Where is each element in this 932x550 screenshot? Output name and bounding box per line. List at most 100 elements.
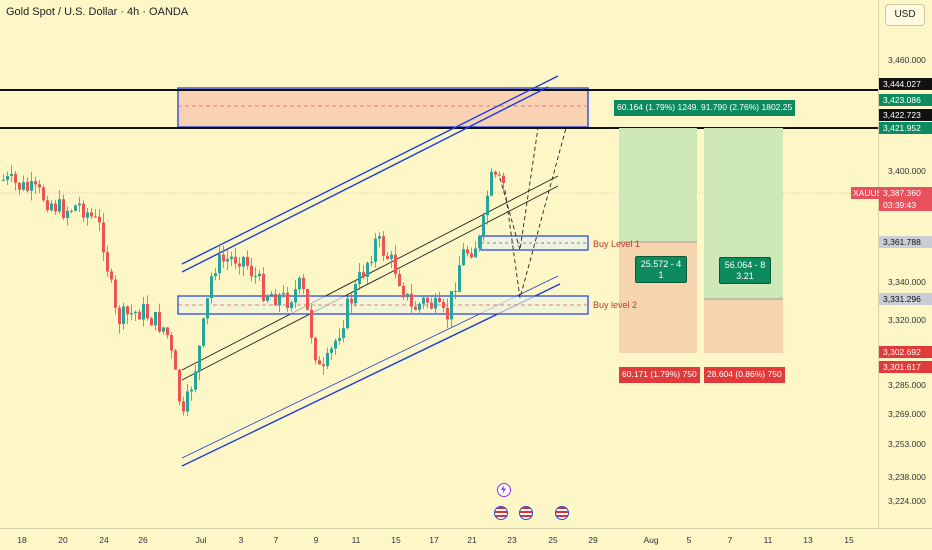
candle-body — [234, 256, 237, 264]
us-flag-icon[interactable] — [494, 506, 508, 520]
price-tick: 3,340.000 — [888, 277, 926, 287]
candle-body — [442, 302, 445, 308]
time-tick: 29 — [588, 535, 598, 545]
candle-body — [130, 313, 133, 315]
candle-body — [170, 335, 173, 351]
candle-body — [14, 173, 17, 183]
candles-group — [2, 165, 505, 416]
candle-body — [226, 259, 229, 262]
candle-body — [270, 294, 273, 296]
price-tick: 3,253.000 — [888, 439, 926, 449]
candle-body — [46, 200, 49, 211]
candle-body — [186, 391, 189, 412]
candle-body — [390, 254, 393, 259]
candle-body — [498, 174, 501, 176]
channel-upper-line-outer — [181, 75, 559, 265]
stop-1-tag: 3,302.692 — [879, 346, 932, 358]
candle-body — [310, 309, 313, 338]
candle-body — [98, 216, 101, 223]
candle-body — [218, 254, 221, 274]
position-2-loss-zone — [704, 299, 783, 353]
candle-body — [10, 173, 13, 176]
candle-body — [38, 184, 41, 188]
projection-path-1 — [499, 127, 539, 251]
candle-body — [478, 235, 481, 249]
time-tick: Jul — [195, 535, 207, 545]
us-flag-icon[interactable] — [519, 506, 533, 520]
time-tick: 21 — [467, 535, 477, 545]
candle-body — [134, 311, 137, 314]
time-tick: 7 — [727, 535, 733, 545]
candle-body — [42, 187, 45, 201]
symbol-tag: XAUUSD — [851, 187, 889, 199]
candle-body — [6, 175, 9, 180]
position-2-center-box[interactable]: 56.064 - 8 3.21 — [719, 257, 771, 284]
chart-area[interactable]: Gold Spot / U.S. Dollar · 4h · OANDA Buy… — [0, 0, 878, 528]
candle-body — [162, 327, 165, 332]
candle-body — [266, 295, 269, 301]
position-1-target-label: 60.164 (1.79%) 1249.97 — [614, 100, 712, 116]
candle-body — [30, 181, 33, 191]
us-flag-icon[interactable] — [555, 506, 569, 520]
candle-body — [330, 348, 333, 353]
candle-body — [166, 327, 169, 336]
time-tick: 11 — [351, 535, 361, 545]
channel-upper-line-inner — [181, 86, 549, 273]
current-price-tag: 3,387.360 — [879, 187, 932, 199]
candle-body — [458, 265, 461, 292]
candle-body — [286, 292, 289, 308]
position-2-target-label: 91.790 (2.76%) 1802.25 — [698, 100, 796, 116]
candle-body — [258, 273, 261, 277]
position-2-center-line1: 56.064 - 8 — [724, 260, 766, 270]
candle-body — [450, 291, 453, 320]
candle-body — [354, 284, 357, 304]
price-tag-upper-line: 3,422.723 — [879, 109, 932, 121]
candle-body — [494, 171, 497, 175]
candle-body — [214, 273, 217, 277]
candle-body — [74, 205, 77, 211]
currency-button[interactable]: USD — [885, 4, 925, 26]
time-tick: 20 — [58, 535, 68, 545]
position-2-stop-label: 28.604 (0.86%) 750 — [704, 367, 785, 383]
candle-body — [222, 254, 225, 262]
candle-body — [66, 210, 69, 218]
position-1-center-box[interactable]: 25.572 - 4 1 — [635, 256, 687, 283]
symbol-title: Gold Spot / U.S. Dollar · 4h · OANDA — [6, 6, 189, 18]
candle-body — [230, 256, 233, 260]
candle-body — [398, 274, 401, 287]
price-tick: 3,238.000 — [888, 472, 926, 482]
candle-body — [34, 181, 37, 185]
candle-body — [158, 311, 161, 332]
candle-body — [82, 203, 85, 218]
price-tag-top-line: 3,444.027 — [879, 78, 932, 90]
candle-body — [370, 261, 373, 263]
candle-body — [194, 371, 197, 390]
time-tick: 17 — [429, 535, 439, 545]
time-tick: 24 — [99, 535, 109, 545]
candle-body — [114, 279, 117, 308]
candle-body — [238, 263, 241, 267]
candle-body — [362, 272, 365, 277]
position-2-center-line2: 3.21 — [736, 271, 754, 281]
price-tick: 3,320.000 — [888, 315, 926, 325]
lightning-icon[interactable] — [497, 483, 511, 497]
candle-body — [462, 249, 465, 266]
candle-body — [502, 175, 505, 184]
candle-body — [78, 203, 81, 206]
candle-body — [122, 306, 125, 325]
price-tick: 3,400.000 — [888, 166, 926, 176]
resistance-zone — [177, 87, 589, 128]
candle-body — [338, 338, 341, 341]
candle-body — [426, 297, 429, 303]
candle-body — [282, 292, 285, 295]
candle-body — [50, 203, 53, 211]
candle-body — [394, 254, 397, 275]
candle-body — [466, 249, 469, 254]
candle-body — [374, 238, 377, 262]
candle-body — [410, 293, 413, 307]
candle-body — [454, 291, 457, 293]
time-scale[interactable]: 18 20 24 26 Jul 3 7 9 11 15 17 21 23 25 … — [0, 528, 932, 550]
candle-body — [110, 271, 113, 280]
candle-body — [118, 307, 121, 325]
time-tick: 13 — [803, 535, 813, 545]
